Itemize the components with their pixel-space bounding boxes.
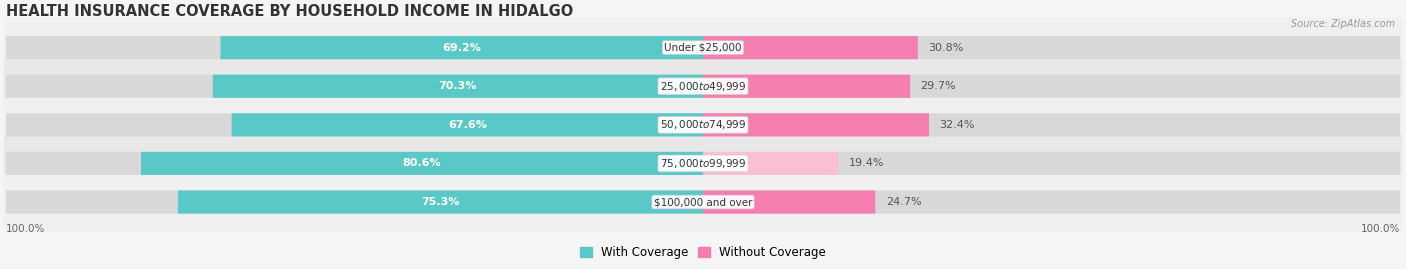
Text: Source: ZipAtlas.com: Source: ZipAtlas.com (1291, 19, 1395, 29)
FancyBboxPatch shape (703, 190, 1400, 214)
Text: Under $25,000: Under $25,000 (664, 43, 742, 53)
FancyBboxPatch shape (703, 152, 1400, 175)
Text: $75,000 to $99,999: $75,000 to $99,999 (659, 157, 747, 170)
FancyBboxPatch shape (141, 152, 703, 175)
FancyBboxPatch shape (4, 95, 1402, 155)
FancyBboxPatch shape (703, 36, 1400, 59)
FancyBboxPatch shape (6, 190, 703, 214)
Text: $100,000 and over: $100,000 and over (654, 197, 752, 207)
Text: 70.3%: 70.3% (439, 81, 477, 91)
Text: 30.8%: 30.8% (928, 43, 963, 53)
FancyBboxPatch shape (703, 36, 918, 59)
Text: 67.6%: 67.6% (449, 120, 486, 130)
Text: 32.4%: 32.4% (939, 120, 974, 130)
FancyBboxPatch shape (4, 172, 1402, 232)
FancyBboxPatch shape (212, 75, 703, 98)
FancyBboxPatch shape (6, 36, 703, 59)
Text: $50,000 to $74,999: $50,000 to $74,999 (659, 118, 747, 131)
FancyBboxPatch shape (4, 134, 1402, 193)
FancyBboxPatch shape (703, 152, 838, 175)
Text: 69.2%: 69.2% (443, 43, 481, 53)
Text: 19.4%: 19.4% (849, 158, 884, 168)
FancyBboxPatch shape (221, 36, 703, 59)
Text: 80.6%: 80.6% (402, 158, 441, 168)
Legend: With Coverage, Without Coverage: With Coverage, Without Coverage (575, 241, 831, 263)
FancyBboxPatch shape (4, 18, 1402, 77)
FancyBboxPatch shape (703, 75, 1400, 98)
FancyBboxPatch shape (6, 113, 703, 136)
FancyBboxPatch shape (4, 56, 1402, 116)
FancyBboxPatch shape (703, 113, 929, 136)
FancyBboxPatch shape (703, 190, 876, 214)
Text: 29.7%: 29.7% (921, 81, 956, 91)
FancyBboxPatch shape (703, 75, 910, 98)
Text: 100.0%: 100.0% (6, 224, 45, 234)
Text: 75.3%: 75.3% (422, 197, 460, 207)
FancyBboxPatch shape (703, 113, 1400, 136)
Text: 100.0%: 100.0% (1361, 224, 1400, 234)
Text: HEALTH INSURANCE COVERAGE BY HOUSEHOLD INCOME IN HIDALGO: HEALTH INSURANCE COVERAGE BY HOUSEHOLD I… (6, 4, 574, 19)
Text: $25,000 to $49,999: $25,000 to $49,999 (659, 80, 747, 93)
FancyBboxPatch shape (179, 190, 703, 214)
Text: 24.7%: 24.7% (886, 197, 921, 207)
FancyBboxPatch shape (6, 75, 703, 98)
FancyBboxPatch shape (6, 152, 703, 175)
FancyBboxPatch shape (232, 113, 703, 136)
